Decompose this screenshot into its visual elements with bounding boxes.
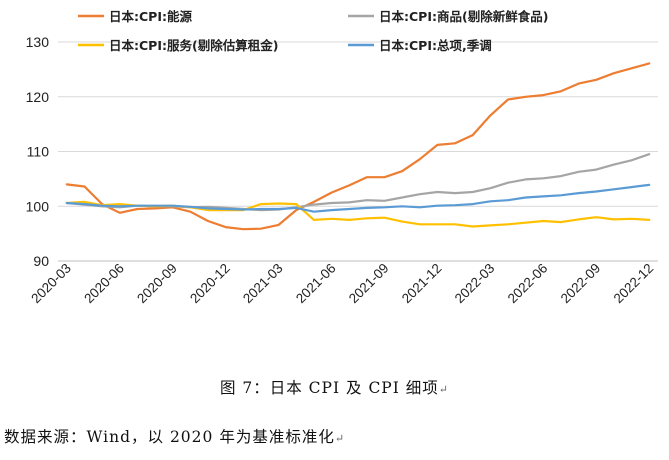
y-tick-label: 100 [26,198,50,214]
x-tick-label: 2020-12 [187,261,233,307]
x-tick-label: 2021-12 [399,261,445,307]
series-line-1 [65,62,651,231]
series-lines [65,62,651,231]
x-tick-label: 2022-06 [505,261,551,307]
data-source-note: 数据来源：Wind，以 2020 年为基准标准化↵ [4,425,345,447]
x-tick-label: 2022-12 [611,261,657,307]
x-tick-label: 2020-09 [134,261,180,307]
x-tick-label: 2021-06 [293,261,339,307]
x-tick-label: 2022-09 [558,261,604,307]
figure-caption: 图 7：日本 CPI 及 CPI 细项↵ [0,376,669,398]
x-tick-label: 2021-03 [240,261,286,307]
legend: 日本:CPI:能源 日本:CPI:商品(剔除新鲜食品) 日本:CPI:服务(剔除估算… [78,9,548,53]
y-tick-labels: 90 100 110 120 130 [26,34,50,269]
series-line-4 [65,183,651,213]
legend-label: 日本:CPI:总项,季调 [379,38,492,53]
y-tick-label: 90 [33,253,49,269]
x-tick-label: 2022-03 [452,261,498,307]
y-tick-label: 130 [26,34,50,50]
y-tick-label: 120 [26,89,50,105]
legend-label: 日本:CPI:服务(剔除估算租金) [109,38,278,53]
y-tick-label: 110 [27,144,50,160]
y-gridlines [58,41,658,207]
paragraph-mark: ↵ [438,383,450,396]
legend-label: 日本:CPI:商品(剔除新鲜食品) [379,9,548,24]
x-tick-labels: 2020-03 2020-06 2020-09 2020-12 2021-03 2021-… [28,261,656,307]
x-tick-label: 2021-09 [346,261,392,307]
figure-caption-text: 图 7：日本 CPI 及 CPI 细项 [219,379,439,397]
x-tick-label: 2020-06 [81,261,127,307]
line-chart: 90 100 110 120 130 2020-03 2020-06 2020-09 2020… [26,9,658,307]
data-source-text: 数据来源：Wind，以 2020 年为基准标准化 [4,428,335,446]
paragraph-mark: ↵ [334,432,346,445]
legend-label: 日本:CPI:能源 [109,9,192,24]
